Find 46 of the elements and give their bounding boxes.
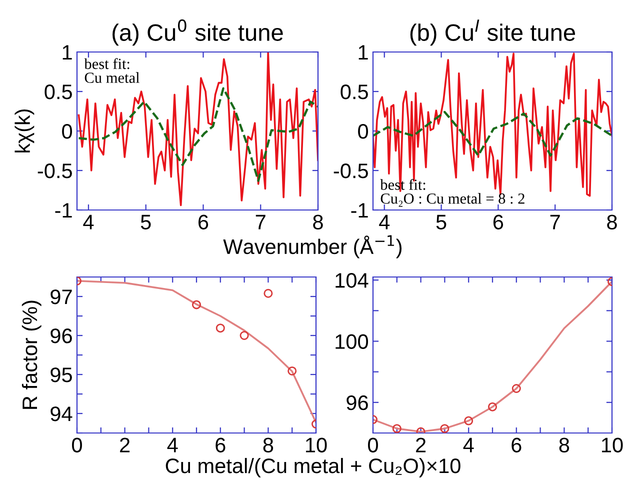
x-axis-title: Cu metal/(Cu metal + Cu₂O)×10 xyxy=(166,458,460,478)
x-tick-label: 6 xyxy=(198,214,208,230)
x-tick-label: 10 xyxy=(602,438,623,452)
x-tick-label: 6 xyxy=(493,214,504,230)
y-tick-label: 1 xyxy=(62,45,72,60)
x-axis-title: Wavenumber (Å$^{−1}$) xyxy=(223,235,402,258)
y-tick-label: 0.5 xyxy=(44,84,72,100)
x-tick-label: 0 xyxy=(72,438,82,452)
x-tick-label: 4 xyxy=(463,438,474,452)
y-tick-label: 94 xyxy=(50,406,72,422)
x-tick-label: 4 xyxy=(167,438,178,452)
y-tick-label: 0 xyxy=(62,124,72,139)
y-tick-label: 0.5 xyxy=(340,84,368,100)
x-tick-label: 5 xyxy=(436,214,446,230)
y-tick-label: -1 xyxy=(55,203,72,218)
x-tick-label: 8 xyxy=(559,438,570,452)
y-axis-title: kχ(k) xyxy=(14,109,34,152)
x-tick-label: 7 xyxy=(256,214,266,230)
x-tick-label: 7 xyxy=(550,214,560,230)
x-tick-label: 2 xyxy=(416,438,426,452)
y-tick-label: 97 xyxy=(50,290,72,304)
annotation: best fit: Cu metal xyxy=(84,58,140,83)
y-tick-label: -1 xyxy=(351,203,368,218)
x-tick-label: 6 xyxy=(512,438,522,452)
chart-title: (b) Cu$^{I}$ site tune xyxy=(410,20,576,46)
chart-title: (a) Cu$^{0}$ site tune xyxy=(112,19,283,46)
x-tick-label: 2 xyxy=(120,438,130,452)
x-tick-label: 5 xyxy=(140,214,151,230)
x-tick-label: 8 xyxy=(263,438,274,452)
x-tick-label: 10 xyxy=(306,438,327,452)
x-tick-label: 4 xyxy=(379,214,390,230)
y-tick-label: 104 xyxy=(336,273,368,288)
y-axis-title: R factor (%) xyxy=(22,300,42,409)
x-tick-label: 4 xyxy=(83,214,94,230)
x-tick-label: 0 xyxy=(368,438,378,452)
y-tick-label: 0 xyxy=(358,124,368,139)
y-tick-label: 1 xyxy=(358,45,368,60)
x-tick-label: 6 xyxy=(216,438,226,452)
x-tick-label: 8 xyxy=(313,214,323,230)
y-tick-label: 100 xyxy=(336,334,368,349)
x-tick-label: 8 xyxy=(607,214,617,230)
y-tick-label: 96 xyxy=(50,328,72,344)
y-tick-label: 96 xyxy=(346,395,368,410)
y-tick-label: -0.5 xyxy=(38,164,72,178)
y-tick-label: 95 xyxy=(50,368,72,382)
y-tick-label: -0.5 xyxy=(334,164,368,178)
